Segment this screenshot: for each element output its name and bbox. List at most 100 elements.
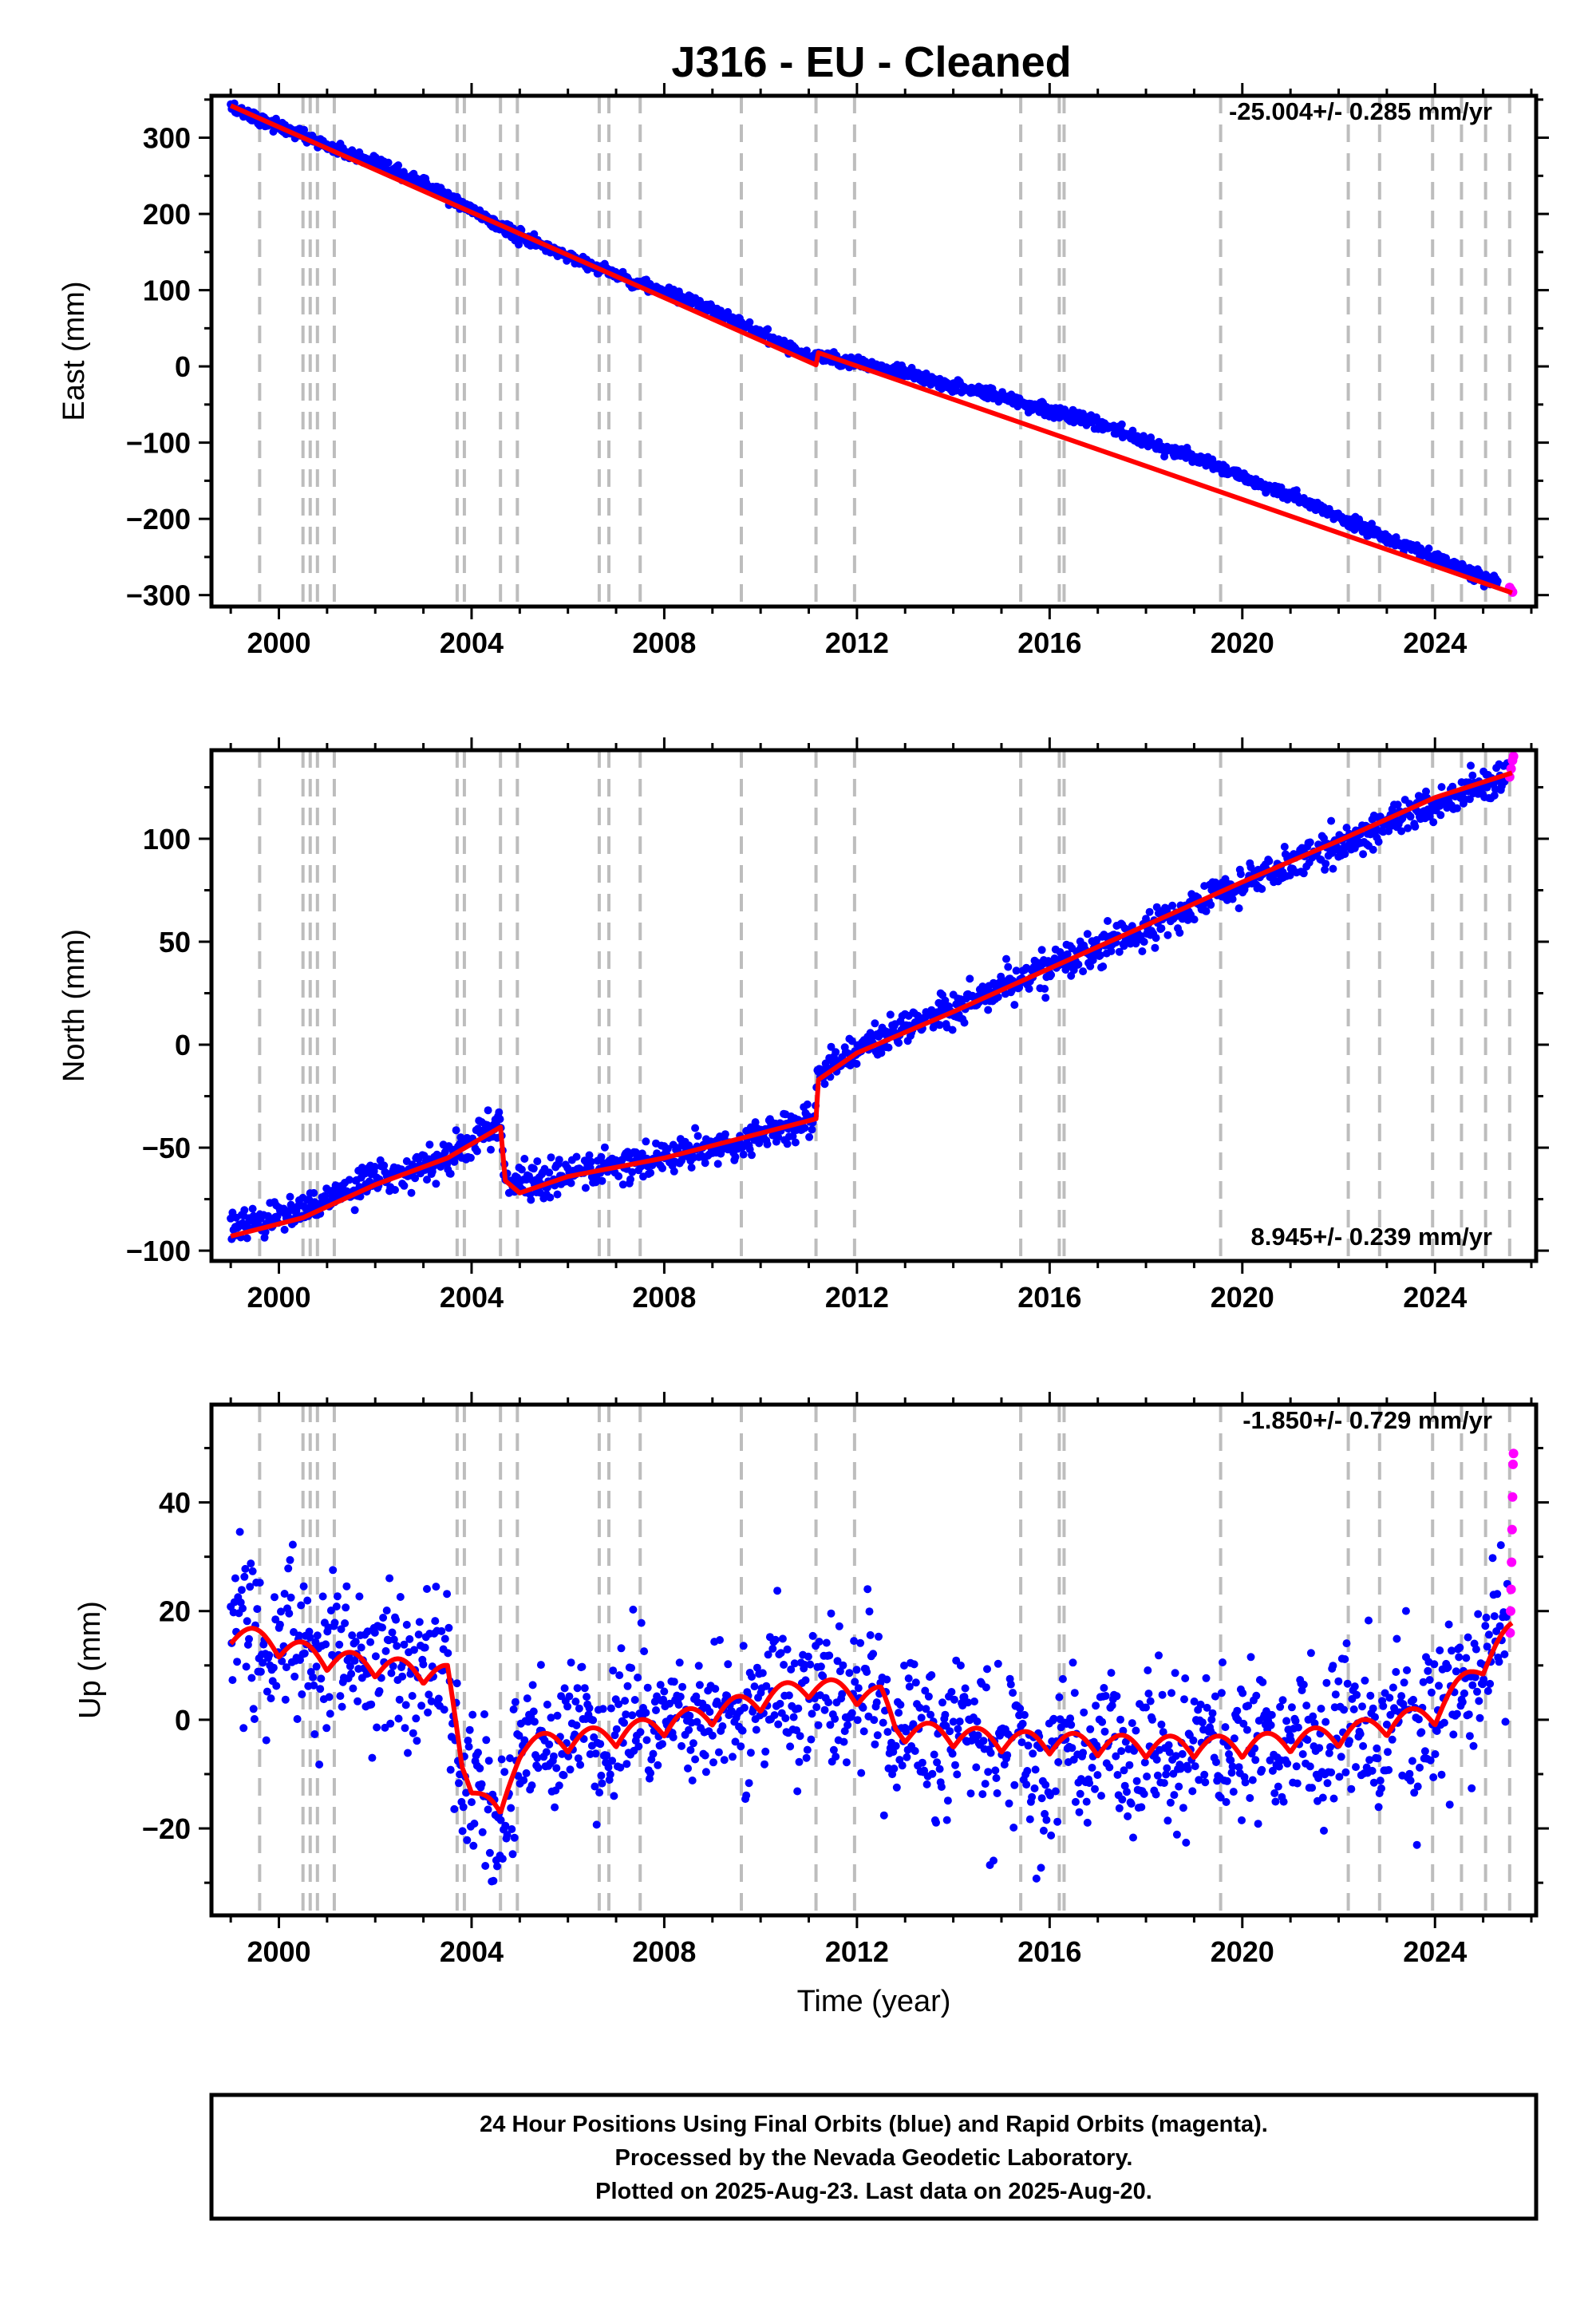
north-final-point (1404, 824, 1412, 832)
east-x-tick-label: 2016 (1017, 626, 1081, 659)
up-final-point (1414, 1715, 1423, 1724)
up-final-point (235, 1528, 244, 1536)
up-final-point (654, 1761, 662, 1769)
up-final-point (955, 1717, 964, 1726)
east-y-tick-label: 200 (143, 198, 191, 231)
up-final-point (1144, 1666, 1152, 1674)
up-final-point (284, 1564, 293, 1573)
up-final-point (808, 1631, 817, 1640)
up-final-point (285, 1609, 294, 1618)
up-final-point (816, 1662, 825, 1671)
up-final-point (898, 1761, 907, 1770)
up-final-point (248, 1567, 257, 1575)
up-x-tick-label: 2016 (1017, 1935, 1081, 1968)
east-axes: 2000 2004 2008 2012 2016 2020 2024−300−200−100… (126, 83, 1549, 659)
up-final-point (824, 1698, 833, 1707)
north-final-point (642, 1137, 650, 1146)
up-final-point (986, 1749, 995, 1757)
up-final-point (1368, 1766, 1377, 1775)
up-final-point (1051, 1787, 1060, 1796)
up-final-point (1217, 1689, 1226, 1697)
up-final-point (245, 1634, 253, 1643)
up-final-point (1331, 1690, 1340, 1699)
up-final-point (928, 1769, 937, 1778)
up-final-point (405, 1634, 414, 1643)
up-final-point (1475, 1697, 1483, 1705)
north-final-point (517, 1165, 526, 1174)
north-final-point (783, 1140, 792, 1148)
up-final-point (1500, 1650, 1509, 1658)
north-final-point (520, 1155, 529, 1163)
up-final-point (253, 1605, 262, 1614)
up-final-point (404, 1749, 412, 1757)
up-final-point (1401, 1607, 1410, 1615)
up-final-point (674, 1701, 683, 1709)
north-final-point (701, 1159, 709, 1168)
up-final-point (892, 1783, 901, 1792)
up-final-point (1127, 1800, 1136, 1808)
up-final-point (1486, 1679, 1495, 1688)
up-final-point (627, 1664, 636, 1672)
up-final-point (388, 1628, 397, 1637)
up-final-point (341, 1619, 350, 1627)
up-final-point (484, 1805, 492, 1814)
north-y-axis-label: North (mm) (57, 929, 91, 1082)
up-final-point (924, 1692, 933, 1701)
up-final-point (634, 1674, 642, 1682)
up-final-point (1144, 1690, 1153, 1698)
up-rapid-point (1506, 1606, 1516, 1616)
up-final-point (1124, 1812, 1132, 1820)
north-final-point (243, 1234, 251, 1243)
up-final-point (1496, 1541, 1505, 1550)
up-final-point (773, 1587, 782, 1595)
up-final-point (640, 1647, 649, 1656)
up-final-point (1282, 1717, 1291, 1725)
up-final-point (528, 1681, 537, 1690)
up-final-point (1055, 1693, 1064, 1701)
north-final-point (820, 1080, 829, 1089)
up-final-point (1320, 1826, 1328, 1835)
up-final-point (444, 1623, 453, 1632)
up-final-point (589, 1716, 598, 1725)
north-x-tick-label: 2012 (825, 1281, 889, 1314)
up-final-point (1009, 1689, 1017, 1697)
up-final-point (1327, 1768, 1336, 1777)
up-final-point (298, 1690, 306, 1698)
up-final-point (1490, 1612, 1499, 1621)
up-final-point (401, 1701, 410, 1709)
up-final-point (271, 1593, 279, 1602)
north-final-point (693, 1132, 702, 1140)
up-final-point (580, 1684, 589, 1693)
up-final-point (293, 1715, 302, 1723)
up-final-point (1047, 1831, 1056, 1840)
up-final-point (379, 1614, 388, 1622)
north-final-point (1207, 900, 1215, 909)
up-final-point (854, 1684, 863, 1693)
up-final-point (464, 1742, 473, 1751)
north-final-point (1359, 850, 1368, 859)
up-final-point (1005, 1799, 1013, 1808)
up-final-point (621, 1697, 630, 1705)
up-final-point (560, 1684, 569, 1693)
north-final-point (1025, 985, 1033, 993)
up-final-point (440, 1705, 448, 1714)
north-x-tick-label: 2008 (632, 1281, 696, 1314)
up-final-point (493, 1862, 501, 1871)
up-final-point (918, 1758, 926, 1767)
up-final-point (381, 1646, 390, 1655)
up-final-point (947, 1688, 956, 1696)
north-final-point (286, 1192, 294, 1201)
up-final-point (961, 1684, 970, 1693)
up-final-point (670, 1678, 678, 1686)
up-final-point (656, 1681, 665, 1690)
up-final-point (262, 1736, 271, 1745)
up-final-point (1092, 1701, 1100, 1710)
up-final-point (1440, 1718, 1448, 1727)
up-final-point (1353, 1690, 1361, 1699)
up-final-point (1409, 1695, 1417, 1704)
up-final-point (1493, 1590, 1502, 1599)
up-final-point (740, 1703, 749, 1712)
up-final-point (477, 1780, 486, 1788)
up-final-point (519, 1776, 528, 1784)
